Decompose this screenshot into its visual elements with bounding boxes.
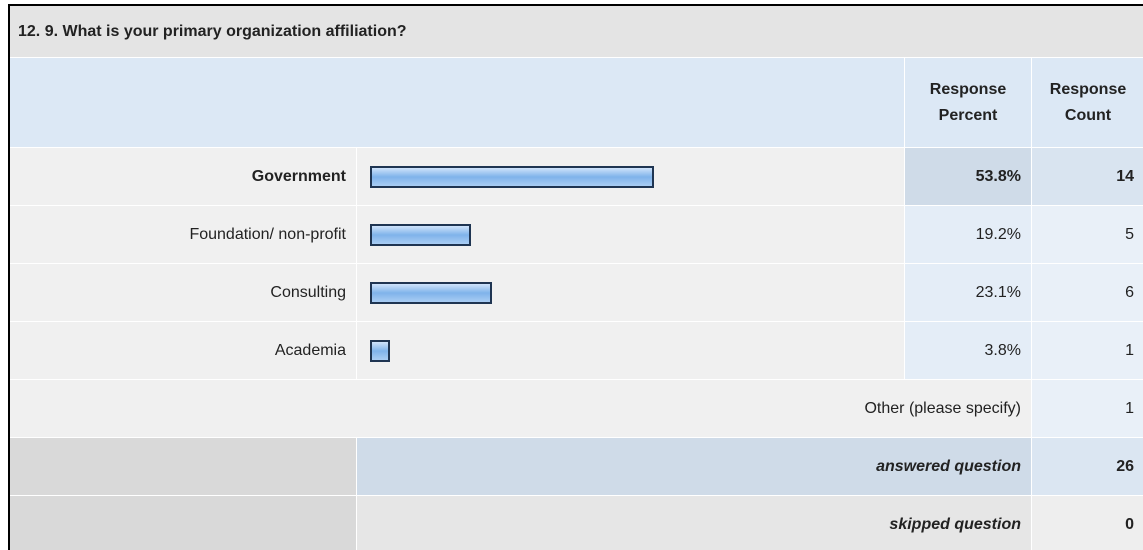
row-percent: 3.8% xyxy=(905,322,1032,380)
row-label: Consulting xyxy=(10,264,357,322)
header-blank xyxy=(10,58,905,148)
percent-header: Response Percent xyxy=(905,58,1032,148)
bar xyxy=(370,340,391,362)
bar xyxy=(370,166,655,188)
skipped-count: 0 xyxy=(1032,496,1143,550)
question-title: 12. 9. What is your primary organization… xyxy=(10,6,1143,58)
row-percent: 19.2% xyxy=(905,206,1032,264)
other-count: 1 xyxy=(1032,380,1143,438)
answered-label: answered question xyxy=(357,438,1032,496)
row-count: 6 xyxy=(1032,264,1143,322)
other-label: Other (please specify) xyxy=(10,380,1032,438)
survey-table: 12. 9. What is your primary organization… xyxy=(8,4,1143,550)
row-label: Foundation/ non-profit xyxy=(10,206,357,264)
row-label: Government xyxy=(10,148,357,206)
answered-blank xyxy=(10,438,357,496)
bar-cell xyxy=(357,322,905,380)
row-count: 5 xyxy=(1032,206,1143,264)
row-count: 14 xyxy=(1032,148,1143,206)
row-percent: 53.8% xyxy=(905,148,1032,206)
answered-count: 26 xyxy=(1032,438,1143,496)
bar xyxy=(370,224,472,246)
row-percent: 23.1% xyxy=(905,264,1032,322)
skipped-blank xyxy=(10,496,357,550)
row-count: 1 xyxy=(1032,322,1143,380)
bar xyxy=(370,282,492,304)
count-header: Response Count xyxy=(1032,58,1143,148)
row-label: Academia xyxy=(10,322,357,380)
skipped-label: skipped question xyxy=(357,496,1032,550)
